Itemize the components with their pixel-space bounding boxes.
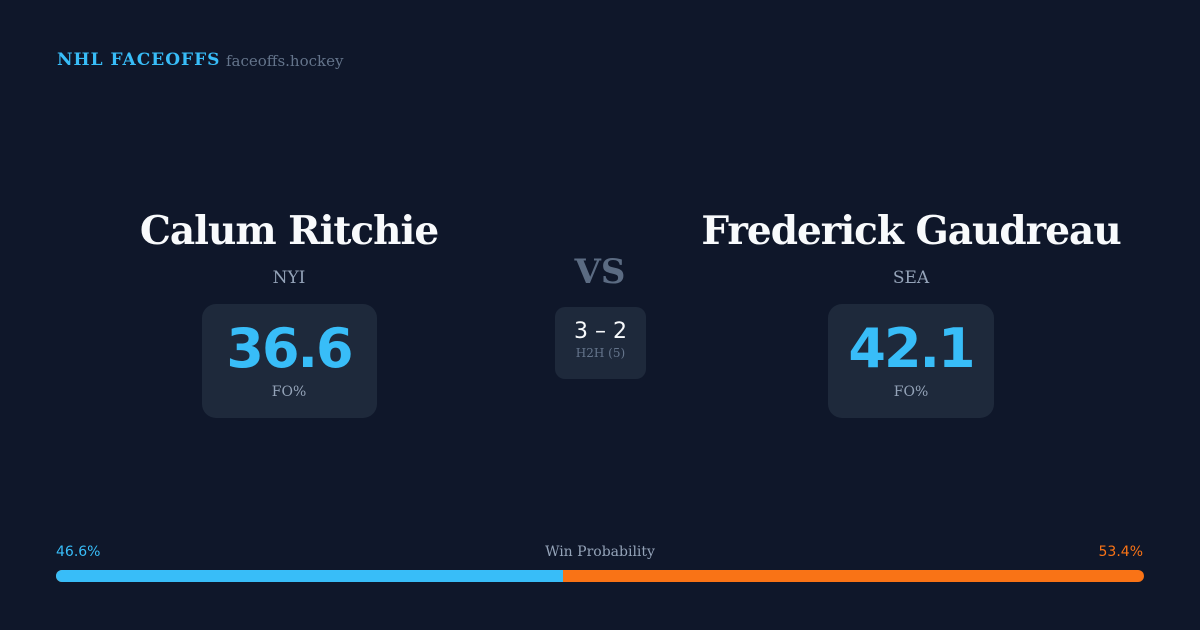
fo-pct: 42.1 [848,317,975,380]
site-url: faceoffs.hockey [226,52,344,70]
fo-label: FO% [271,384,307,400]
left-player: Calum Ritchie NYI 36.6 FO% [39,208,539,418]
fo-pct: 36.6 [226,317,353,380]
left-fill [56,570,563,582]
right-player: Frederick Gaudreau SEA 42.1 FO% [661,208,1161,418]
vs-label: VS [574,252,626,292]
left-win-prob: 46.6% [56,544,101,560]
h2h-label: H2H (5) [575,346,626,360]
brand-title: NHL FACEOFFS [57,50,221,70]
fo-card: 36.6 FO% [201,304,377,418]
h2h-card: 3 – 2 H2H (5) [555,307,646,379]
fo-label: FO% [893,384,929,400]
win-prob-bar [56,570,1144,582]
player-name: Calum Ritchie [139,208,439,254]
fo-card: 42.1 FO% [828,304,994,418]
right-win-prob: 53.4% [1098,544,1143,560]
player-name: Frederick Gaudreau [701,208,1121,254]
team-abbr: NYI [272,268,306,288]
h2h-score: 3 – 2 [574,319,627,344]
win-prob-label: Win Probability [545,544,655,560]
team-abbr: SEA [892,268,930,288]
